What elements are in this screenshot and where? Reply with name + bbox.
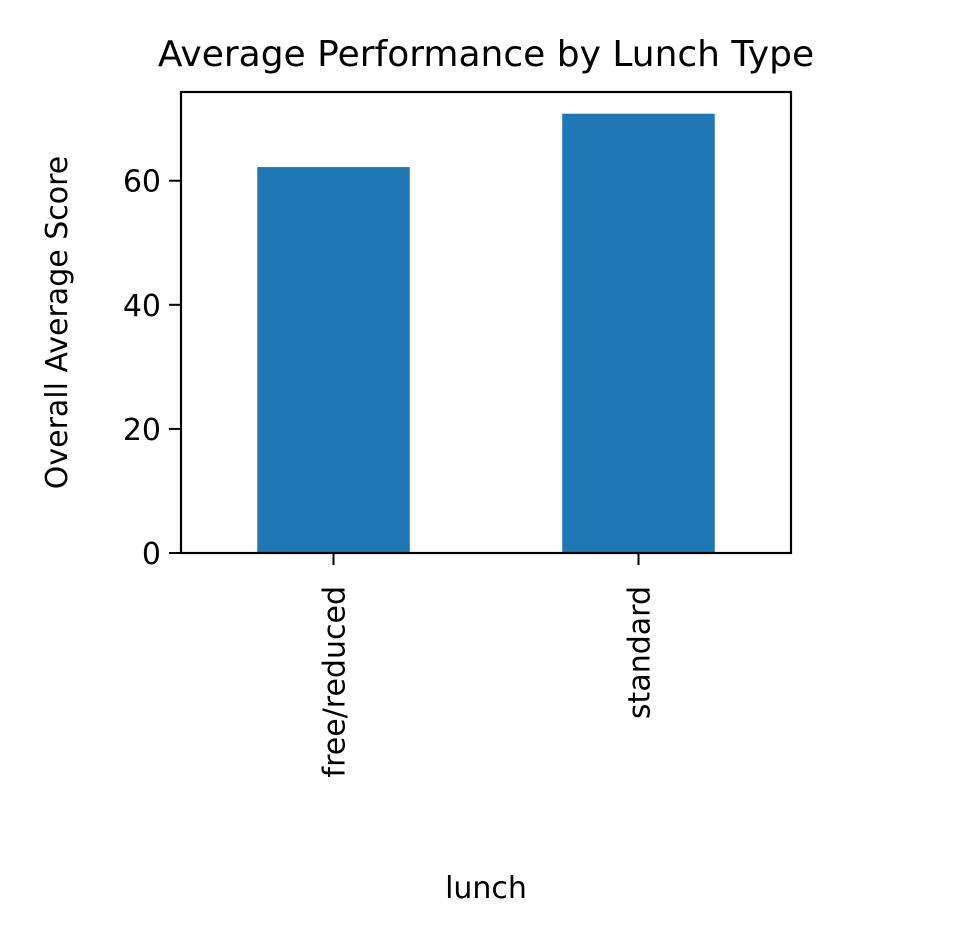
x-tick-label: free/reduced — [318, 586, 353, 777]
y-axis-label: Overall Average Score — [40, 156, 75, 490]
bar-free-reduced — [257, 167, 410, 553]
plot-area-frame — [179, 90, 793, 555]
y-tick-label: 20 — [123, 413, 161, 448]
chart-title: Average Performance by Lunch Type — [158, 34, 814, 75]
y-tick-label: 0 — [142, 537, 161, 572]
bar-standard — [562, 113, 715, 554]
y-tick-label: 60 — [123, 165, 161, 200]
x-tick-label: standard — [623, 586, 658, 719]
x-axis-label: lunch — [445, 871, 527, 906]
bars-layer — [257, 113, 715, 554]
y-axis-ticks: 0 20 40 60 — [123, 165, 181, 572]
y-tick-label: 40 — [123, 289, 161, 324]
x-axis-ticks: free/reduced standard — [318, 553, 658, 777]
